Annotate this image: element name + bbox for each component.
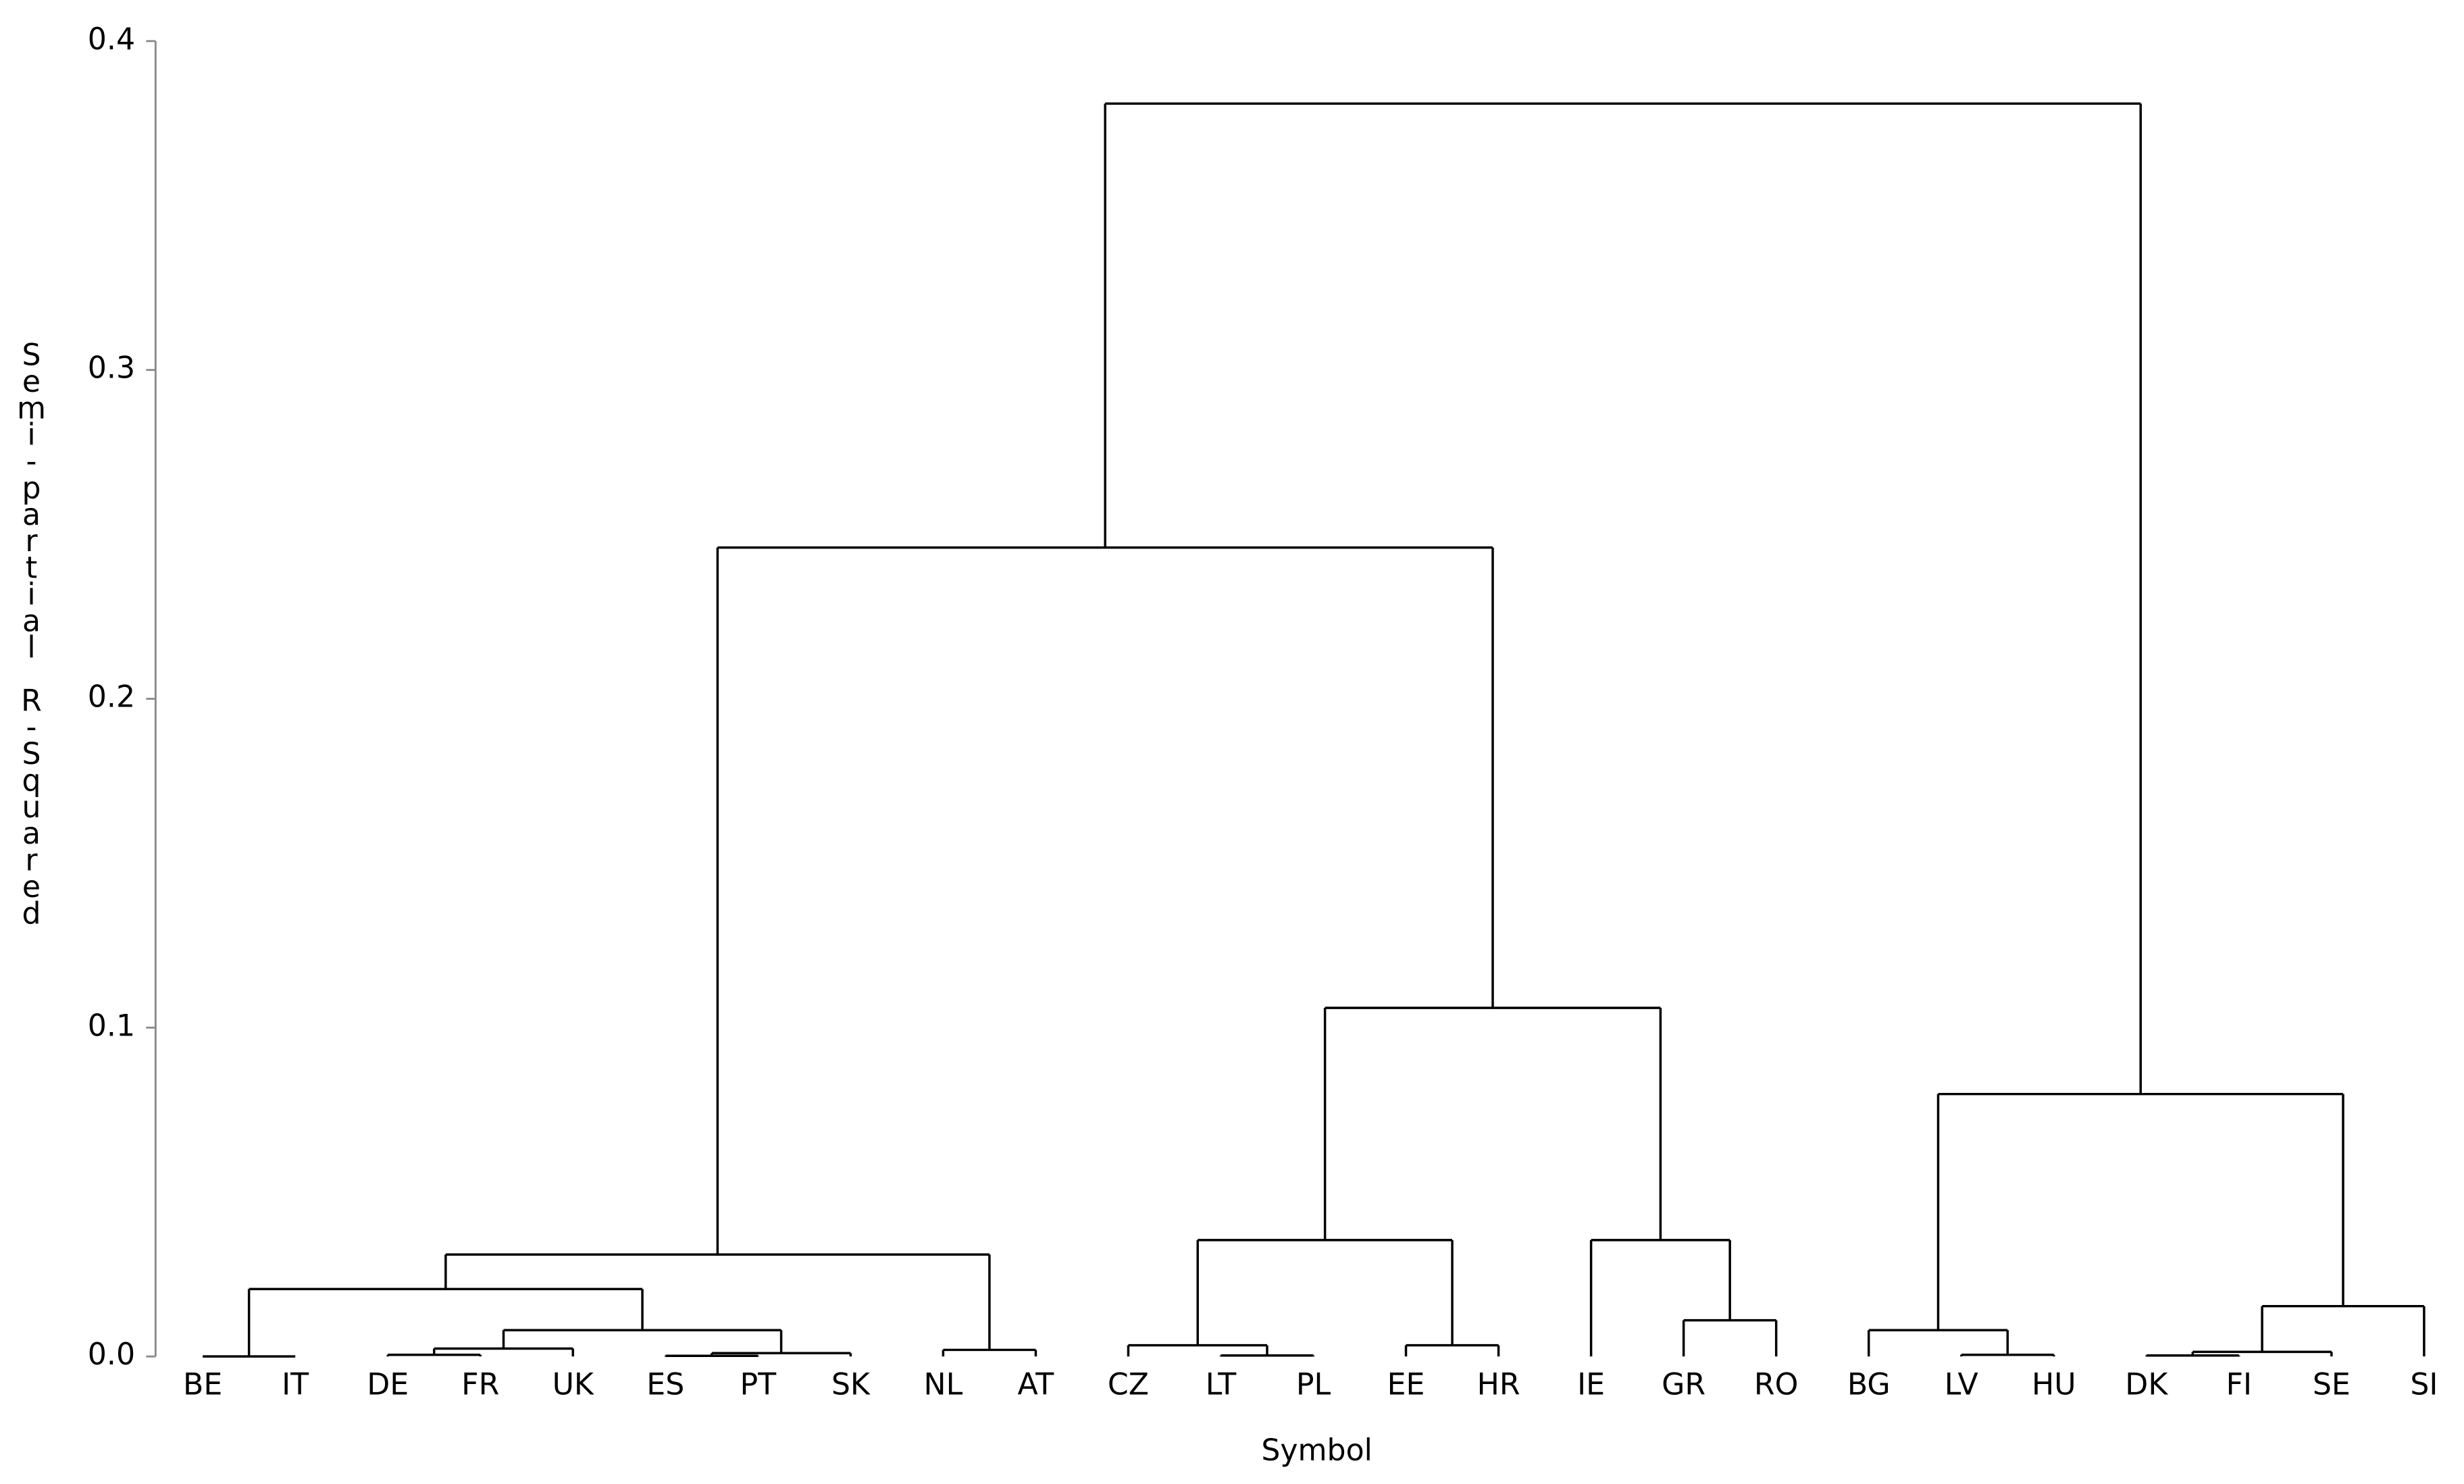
x-axis-label: Symbol: [1261, 1433, 1372, 1468]
y-tick-label: 0.0: [88, 1337, 135, 1372]
leaf-label: BG: [1847, 1367, 1891, 1402]
leaf-label: PT: [740, 1367, 777, 1402]
leaf-label: DE: [367, 1367, 409, 1402]
leaf-label: PL: [1296, 1367, 1331, 1402]
leaf-label: FR: [461, 1367, 499, 1402]
leaf-label: SE: [2313, 1367, 2351, 1402]
leaf-label: HR: [1477, 1367, 1520, 1402]
y-tick-label: 0.1: [88, 1008, 135, 1043]
y-axis-label: Semi-partial R-Squared: [14, 338, 49, 925]
leaf-label: AT: [1018, 1367, 1055, 1402]
leaf-label: EE: [1387, 1367, 1425, 1402]
leaf-label: RO: [1754, 1367, 1798, 1402]
leaf-label: CZ: [1108, 1367, 1149, 1402]
leaf-label: SI: [2410, 1367, 2438, 1402]
leaf-label: NL: [924, 1367, 963, 1402]
leaf-label: LT: [1206, 1367, 1237, 1402]
y-tick-label: 0.2: [88, 680, 135, 715]
y-tick-label: 0.4: [88, 22, 135, 57]
leaf-label: IT: [282, 1367, 309, 1402]
leaf-label: ES: [646, 1367, 684, 1402]
y-tick-label: 0.3: [88, 351, 135, 386]
leaf-label: FI: [2226, 1367, 2252, 1402]
leaf-label: UK: [553, 1367, 594, 1402]
leaf-label: HU: [2032, 1367, 2076, 1402]
leaf-label: SK: [831, 1367, 871, 1402]
leaf-label: BE: [183, 1367, 222, 1402]
leaf-label: DK: [2125, 1367, 2168, 1402]
leaf-label: LV: [1945, 1367, 1978, 1402]
leaf-label: IE: [1577, 1367, 1605, 1402]
leaf-label: GR: [1662, 1367, 1705, 1402]
